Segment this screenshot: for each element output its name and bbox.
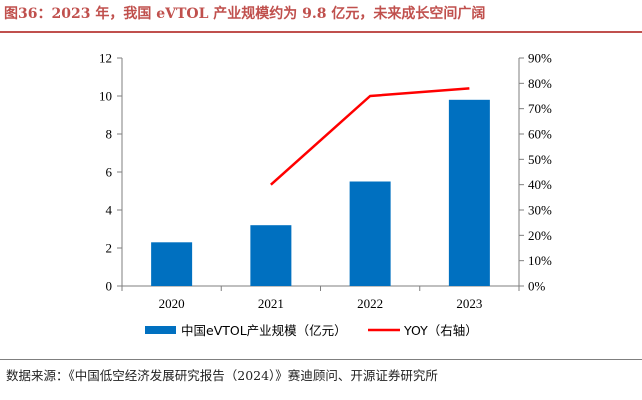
y-left-tick-label: 4 bbox=[106, 203, 113, 218]
legend-line-label: YOY（右轴） bbox=[403, 323, 478, 338]
figure-title: 图36：2023 年，我国 eVTOL 产业规模约为 9.8 亿元，未来成长空间… bbox=[4, 6, 486, 22]
y-right-tick-label: 20% bbox=[528, 228, 552, 243]
y-right-tick-label: 40% bbox=[528, 177, 552, 192]
legend-bar-label: 中国eVTOL产业规模（亿元） bbox=[181, 323, 347, 338]
bar bbox=[250, 225, 292, 286]
y-left-tick-label: 12 bbox=[99, 51, 112, 66]
source-rule bbox=[0, 359, 642, 360]
x-tick-label: 2022 bbox=[357, 296, 383, 311]
x-tick-label: 2023 bbox=[456, 296, 482, 311]
bar bbox=[151, 242, 193, 286]
y-left-tick-label: 2 bbox=[106, 241, 113, 256]
y-left-tick-label: 8 bbox=[106, 127, 113, 142]
x-tick-label: 2021 bbox=[258, 296, 284, 311]
plot-area: 0 2 4 6 8 10 12 0% 10% 20% 30% 40% 50% 60% 70% 80% 90% 20… bbox=[99, 51, 552, 339]
y-right-tick-label: 50% bbox=[528, 152, 552, 167]
bar bbox=[448, 99, 490, 286]
y-right-tick-label: 0% bbox=[528, 279, 546, 294]
y-left-tick-label: 0 bbox=[106, 279, 113, 294]
title-rule bbox=[0, 31, 642, 33]
y-right-tick-label: 80% bbox=[528, 76, 552, 91]
source-note: 数据来源：《中国低空经济发展研究报告（2024）》赛迪顾问、开源证券研究所 bbox=[6, 368, 438, 383]
y-right-tick-label: 90% bbox=[528, 51, 552, 66]
y-left-tick-label: 6 bbox=[106, 165, 113, 180]
y-left-tick-label: 10 bbox=[99, 89, 112, 104]
bar bbox=[349, 181, 391, 286]
yoy-line bbox=[270, 87, 470, 186]
y-right-tick-label: 30% bbox=[528, 203, 552, 218]
y-right-tick-label: 60% bbox=[528, 127, 552, 142]
x-tick-label: 2020 bbox=[159, 296, 185, 311]
legend-bar-swatch bbox=[145, 326, 176, 334]
y-right-tick-label: 10% bbox=[528, 253, 552, 268]
chart: 0 2 4 6 8 10 12 0% 10% 20% 30% 40% 50% 60% 70% 80% 90% 20… bbox=[99, 51, 552, 339]
y-right-tick-label: 70% bbox=[528, 101, 552, 116]
